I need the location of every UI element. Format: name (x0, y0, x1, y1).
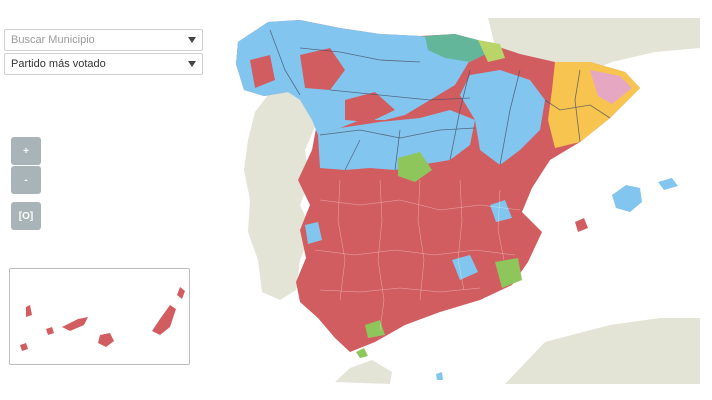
region-blue-south-1 (452, 255, 478, 280)
island-mallorca (612, 185, 642, 212)
island-menorca (658, 178, 678, 190)
party-select[interactable]: Partido más votado (4, 53, 203, 75)
portugal-land (244, 90, 318, 300)
island-fuerteventura (152, 305, 176, 335)
region-red-north-3 (345, 92, 395, 122)
canary-islands-inset[interactable] (9, 268, 190, 365)
ceuta (356, 348, 368, 358)
region-pink-catalonia (590, 70, 632, 104)
melilla (436, 372, 443, 380)
africa-land-east (505, 318, 700, 384)
africa-land (335, 360, 392, 384)
island-la-gomera (46, 327, 54, 335)
france-land (488, 18, 700, 72)
municipality-search[interactable]: Buscar Municipio (4, 29, 203, 51)
island-ibiza (575, 218, 588, 232)
region-teal-north (425, 34, 490, 62)
zoom-in-button[interactable]: + (11, 137, 41, 165)
island-la-palma (26, 305, 32, 317)
region-green-madrid (398, 152, 432, 182)
search-placeholder: Buscar Municipio (11, 34, 95, 46)
island-gran-canaria (98, 333, 114, 347)
region-red-north-1 (300, 48, 345, 90)
region-blue-north (236, 20, 470, 135)
province-borders (269, 29, 611, 171)
island-tenerife (62, 317, 88, 331)
region-green-murcia (495, 258, 522, 288)
zoom-out-button[interactable]: - (11, 166, 41, 194)
island-lanzarote (177, 287, 185, 299)
party-select-value: Partido más votado (11, 58, 106, 70)
region-blue-east (460, 70, 545, 165)
chevron-down-icon[interactable] (188, 37, 196, 43)
region-red-north-2 (250, 55, 275, 88)
region-blue-castile (318, 110, 475, 170)
region-blue-south-2 (305, 222, 322, 244)
island-el-hierro (20, 343, 28, 351)
region-green-navarra (478, 40, 505, 62)
municipality-borders (314, 179, 521, 331)
zoom-reset-button[interactable]: [O] (11, 202, 41, 230)
region-green-south (365, 320, 385, 338)
chevron-down-icon[interactable] (188, 61, 196, 67)
region-blue-south-3 (490, 200, 512, 222)
